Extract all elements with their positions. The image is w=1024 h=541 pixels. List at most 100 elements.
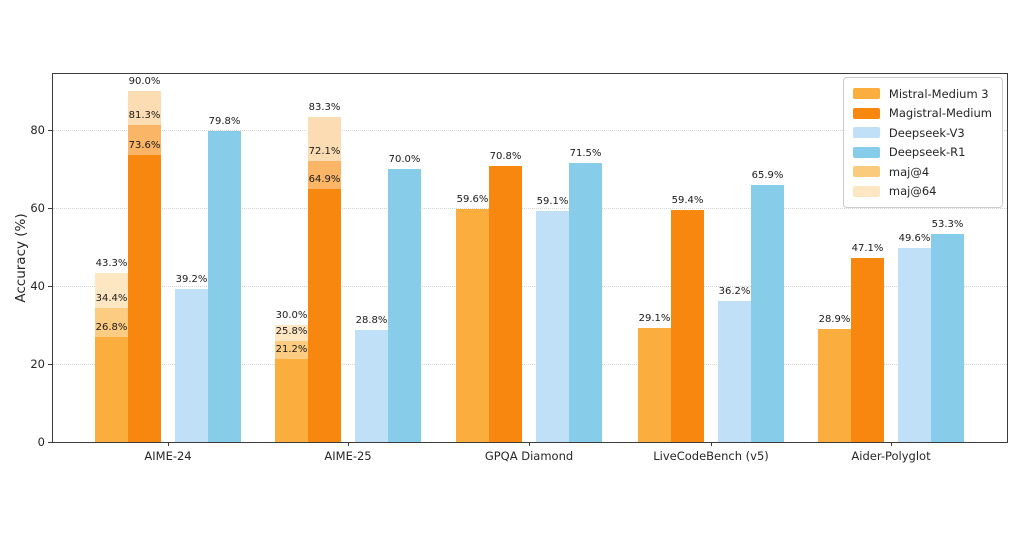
bar-Deepseek-V3 bbox=[718, 300, 751, 442]
bar-value-label: 59.6% bbox=[456, 194, 489, 206]
bar-value-label: 64.9% bbox=[308, 173, 341, 185]
legend-label: Mistral-Medium 3 bbox=[888, 86, 989, 101]
bar-value-label: 59.4% bbox=[671, 195, 704, 207]
legend-swatch bbox=[852, 88, 880, 100]
plot-area: Mistral-Medium 3 Magistral-Medium Deepseek… bbox=[30, 73, 1008, 463]
x-tick-mark bbox=[348, 442, 349, 446]
bar-value-label: 39.2% bbox=[175, 274, 208, 286]
y-tick-label: 80 bbox=[30, 122, 45, 137]
y-tick-mark bbox=[48, 285, 52, 287]
x-tick-mark bbox=[891, 442, 892, 446]
overlay-value-label: 83.3% bbox=[308, 101, 341, 113]
x-tick-label: GPQA Diamond bbox=[484, 449, 574, 463]
gridline bbox=[53, 207, 1007, 209]
legend-label: maj@4 bbox=[888, 164, 930, 179]
bar-value-label: 49.6% bbox=[898, 233, 931, 245]
overlay-segment-maj@4 bbox=[95, 307, 128, 338]
overlay-value-label: 90.0% bbox=[128, 75, 161, 87]
bar-value-label: 79.8% bbox=[208, 115, 241, 127]
legend-item: Mistral-Medium 3 bbox=[852, 84, 992, 104]
y-tick-mark bbox=[48, 363, 52, 365]
bar-value-label: 71.5% bbox=[569, 147, 602, 159]
overlay-value-label: 34.4% bbox=[95, 292, 128, 304]
bar-Magistral-Medium bbox=[308, 188, 341, 442]
bar-value-label: 28.8% bbox=[355, 314, 388, 326]
bar-Mistral-Medium 3 bbox=[818, 329, 851, 442]
bar-value-label: 65.9% bbox=[751, 169, 784, 181]
y-tick-label: 60 bbox=[30, 200, 45, 215]
bar-Magistral-Medium bbox=[489, 165, 522, 442]
bar-Deepseek-R1 bbox=[569, 162, 602, 442]
bar-Magistral-Medium bbox=[671, 210, 704, 442]
bar-Deepseek-R1 bbox=[751, 184, 784, 442]
overlay-segment-maj@4 bbox=[128, 124, 161, 155]
overlay-value-label: 81.3% bbox=[128, 109, 161, 121]
bar-Deepseek-V3 bbox=[536, 211, 569, 442]
bar-value-label: 59.1% bbox=[536, 196, 569, 208]
bar-Deepseek-R1 bbox=[931, 234, 964, 442]
bar-Deepseek-V3 bbox=[355, 329, 388, 442]
overlay-value-label: 43.3% bbox=[95, 258, 128, 270]
gridline bbox=[53, 129, 1007, 131]
bar-value-label: 36.2% bbox=[718, 285, 751, 297]
legend-label: Deepseek-R1 bbox=[888, 145, 966, 160]
bar-value-label: 26.8% bbox=[95, 322, 128, 334]
legend-item: Magistral-Medium bbox=[852, 104, 992, 124]
bar-value-label: 21.2% bbox=[275, 344, 308, 356]
x-tick-label: Aider-Polyglot bbox=[851, 449, 931, 463]
overlay-value-label: 72.1% bbox=[308, 145, 341, 157]
bar-value-label: 70.8% bbox=[489, 150, 522, 162]
gridline bbox=[53, 285, 1007, 287]
x-tick-mark bbox=[529, 442, 530, 446]
gridline bbox=[53, 363, 1007, 365]
overlay-segment-maj@4 bbox=[308, 160, 341, 189]
y-tick-label: 0 bbox=[37, 435, 45, 449]
legend-swatch bbox=[852, 107, 880, 119]
bar-Mistral-Medium 3 bbox=[275, 359, 308, 442]
overlay-segment-maj@4 bbox=[275, 341, 308, 360]
bar-Magistral-Medium bbox=[128, 154, 161, 442]
bar-value-label: 53.3% bbox=[931, 219, 964, 230]
legend-swatch bbox=[852, 185, 880, 197]
legend: Mistral-Medium 3 Magistral-Medium Deepseek… bbox=[842, 77, 1003, 208]
bar-Magistral-Medium bbox=[851, 258, 884, 442]
y-tick-mark bbox=[48, 207, 52, 209]
x-tick-label: AIME-25 bbox=[324, 449, 372, 463]
x-tick-mark bbox=[711, 442, 712, 446]
bar-value-label: 28.9% bbox=[818, 314, 851, 326]
bar-Mistral-Medium 3 bbox=[638, 328, 671, 442]
bar-value-label: 29.1% bbox=[638, 313, 671, 325]
legend-item: maj@64 bbox=[852, 182, 992, 202]
overlay-value-label: 30.0% bbox=[275, 309, 308, 321]
legend-item: Deepseek-V3 bbox=[852, 123, 992, 143]
legend-label: maj@64 bbox=[888, 184, 937, 199]
legend-label: Deepseek-V3 bbox=[888, 125, 965, 140]
bar-Deepseek-V3 bbox=[898, 248, 931, 442]
legend-label: Magistral-Medium bbox=[888, 106, 992, 121]
bar-Deepseek-R1 bbox=[208, 130, 241, 442]
bar-Deepseek-V3 bbox=[175, 289, 208, 442]
y-tick-label: 40 bbox=[30, 278, 45, 293]
legend-item: Deepseek-R1 bbox=[852, 143, 992, 163]
x-tick-label: AIME-24 bbox=[144, 449, 192, 463]
legend-swatch bbox=[852, 166, 880, 178]
legend-swatch bbox=[852, 127, 880, 139]
bar-Mistral-Medium 3 bbox=[456, 209, 489, 442]
overlay-segment-maj@64 bbox=[128, 90, 161, 125]
bar-value-label: 70.0% bbox=[388, 153, 421, 165]
legend-item: maj@4 bbox=[852, 162, 992, 182]
x-tick-mark bbox=[168, 442, 169, 446]
y-tick-mark bbox=[48, 442, 52, 443]
bar-Mistral-Medium 3 bbox=[95, 337, 128, 442]
overlay-value-label: 25.8% bbox=[275, 326, 308, 338]
y-tick-label: 20 bbox=[30, 356, 45, 371]
x-tick-label: LiveCodeBench (v5) bbox=[653, 449, 769, 463]
bar-Deepseek-R1 bbox=[388, 168, 421, 442]
overlay-segment-maj@64 bbox=[308, 116, 341, 161]
overlay-segment-maj@64 bbox=[95, 273, 128, 308]
overlay-segment-maj@64 bbox=[275, 324, 308, 342]
bar-value-label: 47.1% bbox=[851, 243, 884, 255]
legend-swatch bbox=[852, 146, 880, 158]
y-tick-mark bbox=[48, 129, 52, 131]
